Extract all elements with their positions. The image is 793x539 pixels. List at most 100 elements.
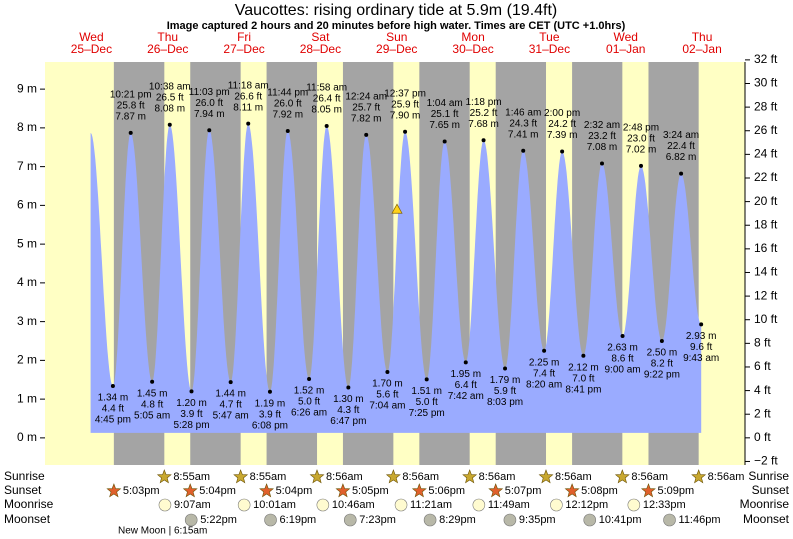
tide-meters: 1.79 m (490, 375, 521, 386)
tide-meters: 1.52 m (294, 386, 325, 397)
tide-point (699, 322, 704, 327)
tide-time: 7:25 pm (409, 408, 445, 419)
moon-icon (184, 513, 198, 527)
tide-meters: 7.94 m (194, 109, 225, 120)
y-tick-label: 7 m (17, 159, 37, 173)
tide-meters: 1.30 m (333, 394, 364, 405)
tide-feet: 9.6 ft (690, 342, 712, 353)
tide-meters: 8.08 m (154, 103, 185, 114)
moon-time: 5:22pm (200, 514, 237, 526)
day-name: Thu (692, 30, 713, 44)
y-tick-label: 1 m (17, 391, 37, 405)
tide-point (246, 121, 251, 126)
tide-meters: 2.63 m (607, 343, 638, 354)
moon-icon (472, 498, 486, 512)
tide-time: 7:42 am (448, 391, 484, 402)
sun-time: 5:03pm (123, 485, 160, 497)
moon-time: 10:01am (253, 499, 296, 511)
tide-meters: 8.05 m (311, 105, 342, 116)
tide-meters: 2.50 m (647, 348, 678, 359)
day-name: Fri (237, 30, 251, 44)
tide-point (463, 360, 468, 365)
moon-icon (423, 513, 437, 527)
sun-icon (488, 483, 504, 498)
moon-time: 12:33pm (643, 499, 686, 511)
tide-point (599, 161, 604, 166)
sun-icon (335, 483, 351, 498)
tide-time: 4:45 pm (95, 415, 131, 426)
tide-time: 10:38 am (149, 81, 191, 92)
y2-tick-label: 26 ft (754, 123, 778, 137)
tide-meters: 1.20 m (176, 398, 207, 409)
sun-time: 8:56am (326, 471, 363, 483)
tide-point (228, 380, 233, 385)
tide-time: 5:47 am (213, 411, 249, 422)
tide-time: 5:05 am (134, 410, 170, 421)
row-label: Sunrise (4, 469, 45, 483)
sun-time: 8:56am (555, 471, 592, 483)
tide-feet: 25.9 ft (391, 99, 419, 110)
tide-feet: 25.7 ft (352, 102, 380, 113)
tide-time: 8:41 pm (565, 384, 601, 395)
y2-tick-label: 16 ft (754, 241, 778, 255)
tide-feet: 4.8 ft (141, 399, 163, 410)
moon-time: 9:07am (174, 499, 211, 511)
y2-tick-label: 2 ft (754, 406, 771, 420)
y-tick-label: 4 m (17, 275, 37, 289)
tide-time: 5:28 pm (173, 420, 209, 431)
row-label: Sunset (4, 483, 42, 497)
sun-time: 8:55am (173, 471, 210, 483)
tide-meters: 7.87 m (115, 112, 146, 123)
moon-time: 7:23pm (359, 514, 396, 526)
tide-feet: 6.4 ft (455, 380, 477, 391)
tide-feet: 4.7 ft (220, 400, 242, 411)
tide-point (481, 138, 486, 143)
row-label: Sunset (752, 483, 790, 497)
tide-point (581, 353, 586, 358)
sun-time: 5:04pm (199, 485, 236, 497)
tide-point (110, 383, 115, 388)
tide-time: 8:03 pm (487, 397, 523, 408)
moon-time: 6:19pm (280, 514, 317, 526)
day-date: 26–Dec (147, 42, 188, 56)
y-tick-label: 3 m (17, 314, 37, 328)
sun-icon (156, 469, 172, 484)
sun-icon (411, 483, 427, 498)
moon-icon (158, 498, 172, 512)
tide-feet: 26.6 ft (234, 91, 262, 102)
tide-time: 12:37 pm (384, 88, 426, 99)
day-name: Wed (614, 30, 638, 44)
sun-icon (259, 483, 275, 498)
tide-point (521, 148, 526, 153)
sun-icon (309, 469, 325, 484)
day-date: 28–Dec (300, 42, 341, 56)
tide-point (659, 339, 664, 343)
tide-meters: 6.82 m (666, 152, 697, 163)
sun-icon (106, 483, 122, 498)
tide-point (542, 348, 547, 353)
y-tick-label: 8 m (17, 120, 37, 134)
tide-meters: 7.92 m (272, 110, 303, 121)
tide-feet: 26.4 ft (313, 94, 341, 105)
tide-time: 6:26 am (291, 408, 327, 419)
tide-feet: 22.4 ft (667, 141, 695, 152)
moon-icon (550, 498, 563, 512)
tide-meters: 7.65 m (429, 120, 460, 131)
tide-feet: 7.4 ft (533, 368, 555, 379)
tide-feet: 25.1 ft (431, 109, 459, 120)
tide-feet: 8.6 ft (611, 354, 633, 365)
y2-tick-label: 8 ft (754, 336, 771, 350)
tide-meters: 2.93 m (686, 331, 717, 342)
y2-tick-label: 30 ft (754, 76, 778, 90)
tide-point (307, 376, 312, 381)
tide-time: 11:18 am (228, 80, 269, 91)
day-date: 27–Dec (223, 42, 264, 56)
tide-time: 11:03 pm (189, 87, 230, 98)
y2-tick-label: 32 ft (754, 52, 778, 66)
tide-time: 6:08 pm (252, 420, 288, 431)
day-date: 25–Dec (71, 42, 112, 56)
tide-feet: 24.2 ft (548, 119, 576, 130)
tide-feet: 25.8 ft (117, 101, 145, 112)
y2-tick-label: 18 ft (754, 217, 778, 231)
